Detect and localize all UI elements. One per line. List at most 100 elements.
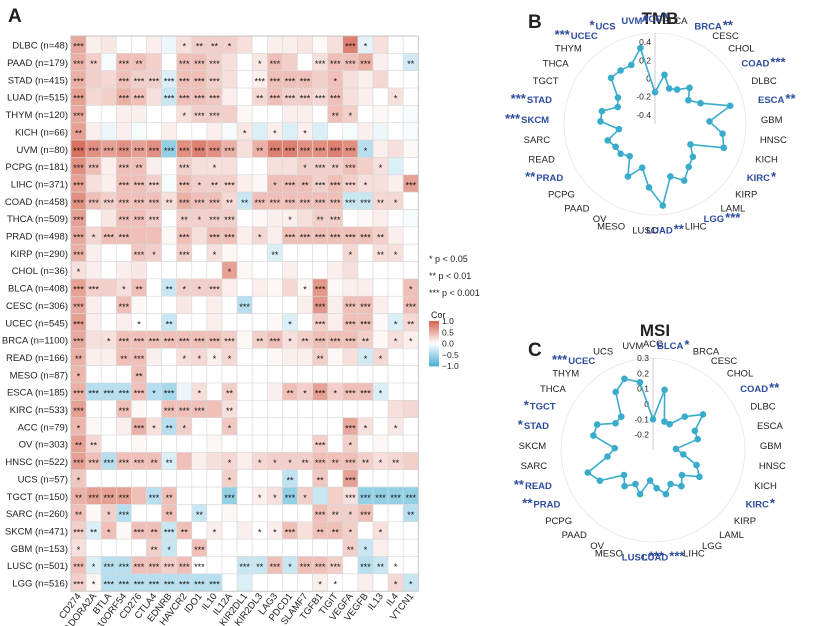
significance-stars: * [273, 527, 277, 537]
significance-stars: ** [332, 111, 340, 121]
radar-title: MSI [640, 321, 670, 340]
heatmap-cell [372, 365, 389, 384]
heatmap-cell [116, 469, 132, 488]
significance-stars: *** [119, 59, 130, 69]
heatmap-cell [251, 35, 268, 54]
heatmap-cell [236, 226, 253, 245]
heatmap-cell [161, 35, 178, 54]
significance-stars: * [288, 458, 292, 468]
significance-stars: * [213, 354, 217, 364]
heatmap-cell [191, 365, 208, 384]
radar-data-point [636, 378, 644, 386]
heatmap-cell [116, 122, 132, 141]
radar-axis-label: **PRAD [525, 169, 563, 184]
panel-label: C [528, 340, 542, 361]
heatmap-cell [387, 400, 404, 419]
significance-stars: *** [73, 580, 84, 590]
heatmap-cell [146, 295, 162, 314]
significance-stars: *** [285, 76, 296, 86]
radar-axis-label: ***STAD [511, 91, 552, 106]
significance-stars: * [663, 10, 669, 25]
radar-data-point [667, 173, 674, 180]
heatmap-cell [282, 434, 298, 453]
heatmap-cell [85, 400, 102, 419]
significance-stars: *** [149, 337, 160, 347]
heatmap-cell [146, 261, 162, 280]
radar-axis-label: KIRP [734, 516, 756, 527]
heatmap-cell [131, 295, 147, 314]
radar-series-line [599, 45, 733, 208]
heatmap-cell [100, 313, 117, 332]
heatmap-cell [100, 365, 117, 384]
heatmap-cell [402, 400, 419, 419]
significance-stars: ** [407, 59, 415, 69]
axis-name: COAD [740, 384, 768, 395]
heatmap-cell [191, 434, 208, 453]
heatmap-cell [297, 295, 313, 314]
significance-stars: *** [194, 545, 205, 555]
radar-axis-label: PCPG [548, 189, 575, 200]
heatmap-cell [372, 174, 389, 193]
radar-data-point [706, 118, 713, 125]
heatmap-cell [402, 226, 419, 245]
significance-stars: *** [73, 406, 84, 416]
heatmap-cell [236, 347, 253, 366]
heatmap-cell [100, 122, 117, 141]
heatmap-cell [116, 538, 132, 557]
significance-stars: * [409, 337, 413, 347]
colorbar-swatch [429, 328, 439, 331]
radar-data-point [621, 482, 628, 490]
heatmap-cell [85, 538, 102, 557]
heatmap-cell [342, 573, 359, 592]
significance-stars: *** [103, 389, 114, 399]
heatmap-cell [357, 70, 374, 89]
heatmap-cell [146, 35, 162, 54]
significance-stars: * [273, 128, 277, 138]
heatmap-cell [206, 469, 223, 488]
significance-stars: *** [103, 198, 114, 208]
significance-stars: * [107, 527, 111, 537]
heatmap-cell [251, 105, 268, 124]
heatmap-cell [206, 400, 223, 419]
significance-stars: * [152, 423, 156, 433]
heatmap-cell [146, 87, 162, 106]
heatmap-cell [327, 122, 344, 141]
heatmap-cell [387, 53, 404, 71]
row-label: SKCM (n=471) [5, 526, 68, 537]
colorbar-tick: −0.5 [442, 350, 459, 360]
heatmap-cell [387, 347, 404, 366]
significance-stars: *** [119, 94, 130, 104]
heatmap-cell [251, 261, 268, 280]
significance-stars: * [394, 94, 398, 104]
heatmap-cell [100, 538, 117, 557]
heatmap-cell [372, 295, 389, 314]
heatmap-cell [221, 53, 238, 71]
radar-axis-label: ACC [643, 339, 663, 350]
axis-name: KIRC [747, 173, 770, 184]
significance-stars: *** [285, 180, 296, 190]
heatmap-cell [387, 105, 404, 124]
significance-stars: *** [194, 198, 205, 208]
heatmap-cell [342, 87, 359, 106]
row-label: ACC (n=79) [18, 422, 68, 433]
heatmap-cell [221, 243, 238, 262]
radar-data-point [624, 173, 632, 180]
heatmap-cell [85, 365, 102, 384]
heatmap-cell [282, 573, 298, 592]
significance-stars: *** [119, 146, 130, 156]
significance-stars: * [364, 180, 368, 190]
heatmap-cell [85, 122, 102, 141]
significance-stars: *** [224, 180, 235, 190]
significance-stars: ** [181, 527, 189, 537]
significance-stars: *** [285, 493, 296, 503]
significance-stars: * [364, 146, 368, 156]
significance-stars: ** [407, 319, 415, 329]
axis-name: PRAD [533, 500, 560, 511]
heatmap-cell [176, 504, 193, 523]
radar-axis-label: SARC [524, 135, 551, 146]
significance-stars: ** [317, 527, 325, 537]
heatmap-cell [85, 87, 102, 106]
heatmap-cell [312, 35, 329, 54]
significance-stars: * [273, 180, 277, 190]
radar-series-line [586, 377, 705, 496]
